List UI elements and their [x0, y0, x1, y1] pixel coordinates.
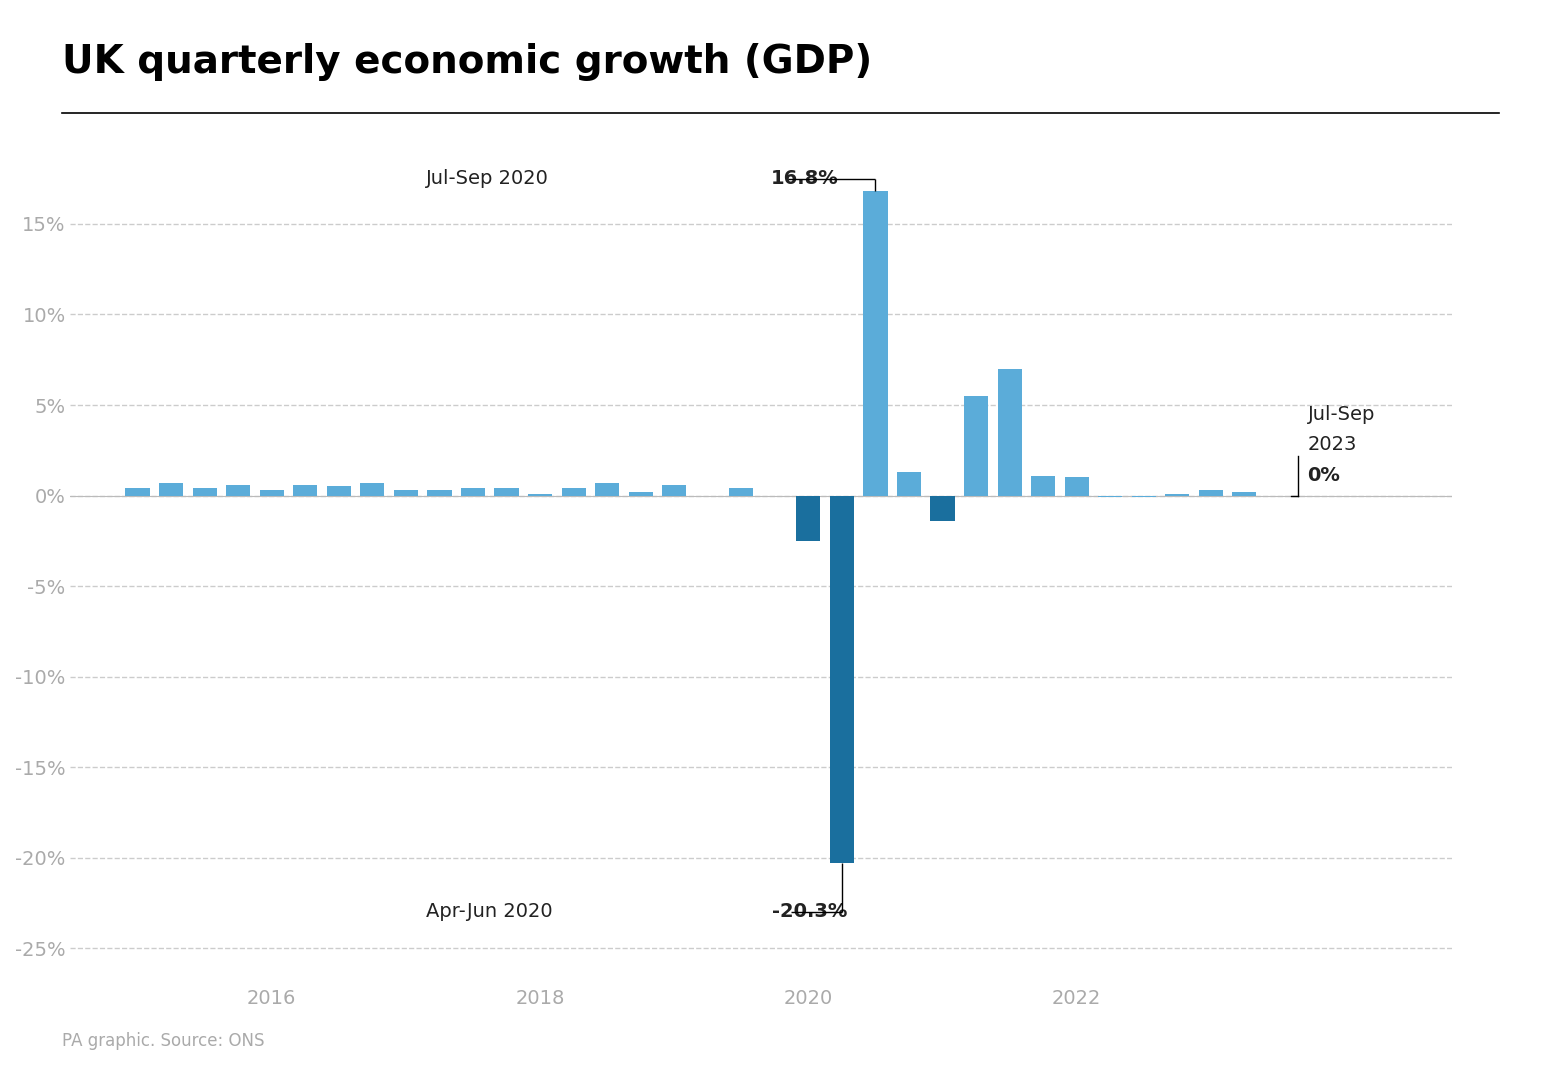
Text: Jul-Sep 2020: Jul-Sep 2020: [426, 169, 556, 188]
Text: 2023: 2023: [1308, 435, 1357, 454]
Text: -20.3%: -20.3%: [773, 903, 848, 922]
Bar: [428, 490, 451, 495]
Bar: [629, 492, 652, 495]
Bar: [729, 488, 754, 495]
Bar: [562, 488, 585, 495]
Bar: [930, 495, 955, 521]
Bar: [965, 396, 988, 495]
Bar: [1232, 492, 1257, 495]
Bar: [125, 488, 150, 495]
Bar: [495, 488, 518, 495]
Bar: [830, 495, 854, 863]
Bar: [528, 493, 553, 495]
Bar: [1132, 495, 1155, 498]
Bar: [1097, 495, 1122, 498]
Bar: [226, 485, 250, 495]
Bar: [796, 495, 821, 541]
Bar: [460, 488, 485, 495]
Text: PA graphic. Source: ONS: PA graphic. Source: ONS: [62, 1032, 265, 1050]
Bar: [898, 472, 921, 495]
Bar: [159, 482, 183, 495]
Text: UK quarterly economic growth (GDP): UK quarterly economic growth (GDP): [62, 43, 873, 81]
Bar: [293, 485, 317, 495]
Text: Jul-Sep: Jul-Sep: [1308, 405, 1375, 423]
Bar: [1032, 476, 1055, 495]
Bar: [393, 490, 418, 495]
Bar: [863, 192, 888, 495]
Bar: [192, 488, 217, 495]
Bar: [259, 490, 284, 495]
Bar: [361, 482, 384, 495]
Text: 16.8%: 16.8%: [771, 169, 838, 188]
Bar: [595, 482, 620, 495]
Bar: [662, 485, 687, 495]
Text: Apr-Jun 2020: Apr-Jun 2020: [426, 903, 559, 922]
Bar: [1165, 493, 1189, 495]
Bar: [1199, 490, 1222, 495]
Bar: [326, 487, 351, 495]
Bar: [1065, 477, 1088, 495]
Text: 0%: 0%: [1308, 466, 1341, 485]
Bar: [997, 368, 1022, 495]
